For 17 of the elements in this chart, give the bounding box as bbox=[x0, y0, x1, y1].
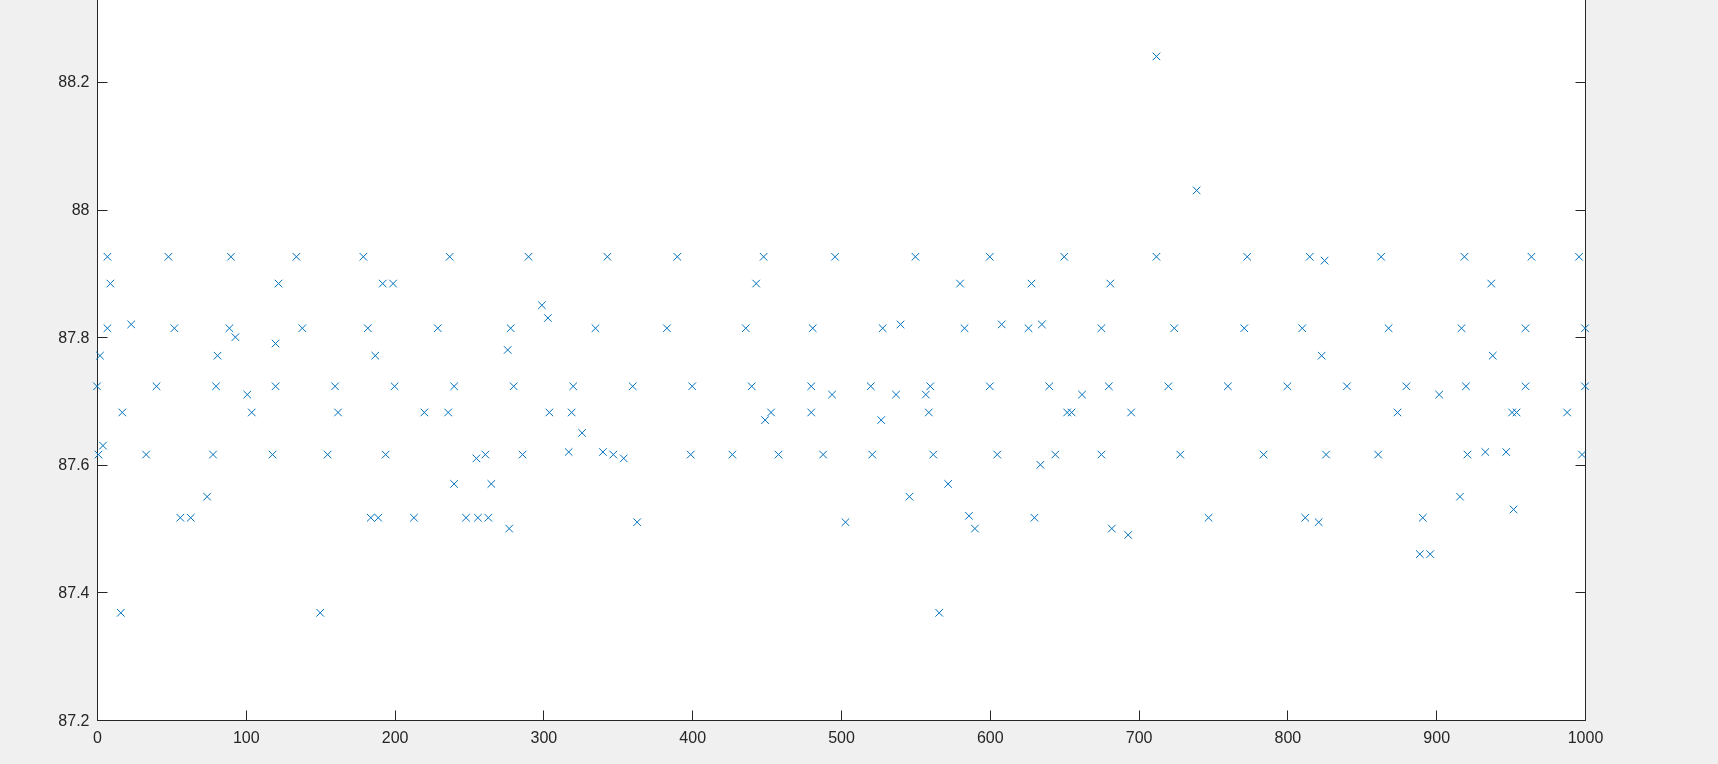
x-tick-label: 0 bbox=[93, 728, 103, 746]
x-tick-label: 900 bbox=[1423, 728, 1451, 746]
y-tick-label: 87.4 bbox=[58, 583, 90, 601]
x-tick-label: 500 bbox=[828, 728, 855, 746]
x-tick-label: 400 bbox=[679, 728, 707, 746]
y-tick-label: 87.8 bbox=[58, 328, 90, 346]
y-tick-label: 88.2 bbox=[58, 73, 90, 91]
x-tick-label: 200 bbox=[381, 728, 409, 746]
x-tick-label: 1000 bbox=[1567, 728, 1604, 746]
y-tick-label: 87.2 bbox=[58, 711, 90, 729]
y-tick-label: 87.6 bbox=[58, 456, 90, 474]
x-tick-label: 800 bbox=[1274, 728, 1302, 746]
x-tick-label: 100 bbox=[232, 728, 260, 746]
y-tick-label: 88 bbox=[71, 201, 90, 219]
x-tick-label: 300 bbox=[530, 728, 558, 746]
x-tick-label: 700 bbox=[1125, 728, 1153, 746]
x-tick-label: 600 bbox=[976, 728, 1004, 746]
